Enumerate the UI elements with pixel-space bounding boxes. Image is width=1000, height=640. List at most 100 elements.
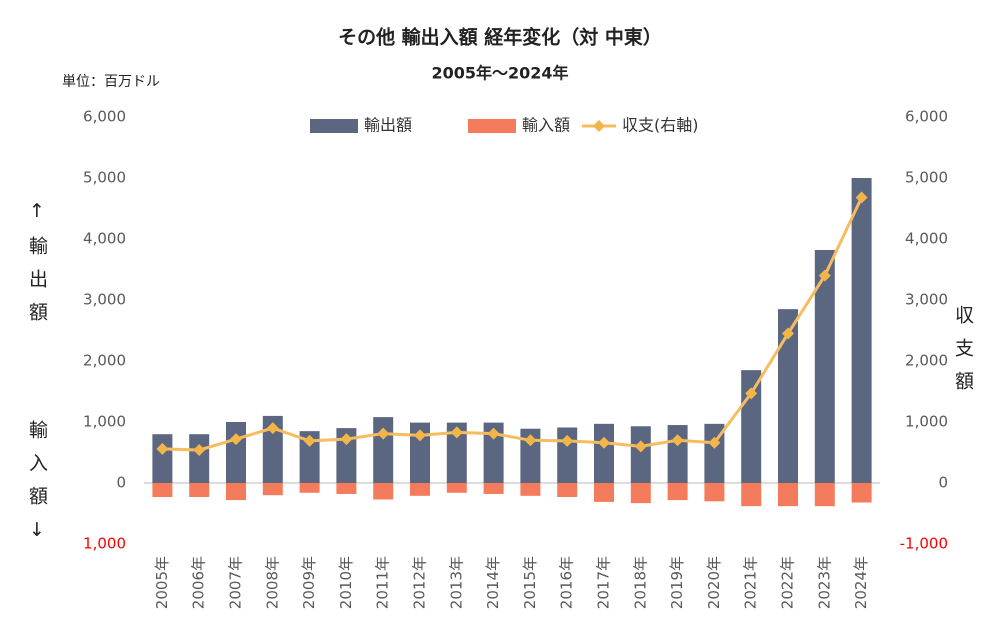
bar [226, 483, 246, 501]
bar [851, 178, 872, 483]
bar [373, 417, 394, 483]
x-tick-label: 2005年 [153, 556, 171, 609]
y-axis-label-top: ↑輸出額 [26, 200, 48, 335]
bar [741, 370, 762, 483]
x-tick-label: 2016年 [558, 556, 576, 609]
bar [299, 483, 320, 493]
bar [594, 423, 614, 483]
bar [483, 422, 504, 483]
bar [704, 483, 725, 502]
y2-tick-label: 6,000 [905, 108, 948, 126]
bar [226, 422, 246, 483]
bar [262, 415, 283, 483]
marker [266, 422, 279, 435]
bar [483, 483, 504, 494]
bar [189, 434, 210, 483]
x-tick-label: 2014年 [484, 556, 502, 609]
marker [524, 434, 537, 447]
y-tick-label: 4,000 [83, 230, 126, 248]
bar [851, 483, 872, 503]
bar [814, 483, 835, 507]
y2-tick-label: 0 [938, 474, 948, 492]
x-tick-label: 2007年 [227, 556, 245, 609]
bar [189, 483, 210, 498]
legend-label: 輸出額 [364, 116, 412, 135]
legend-swatch [310, 119, 358, 133]
chart-subtitle: 2005年～2024年 [431, 64, 568, 83]
x-tick-label: 2023年 [815, 556, 833, 609]
y-tick-label: 1,000 [83, 535, 126, 553]
bar [373, 483, 394, 500]
bar [778, 483, 798, 507]
bar [520, 428, 541, 483]
bar [520, 483, 541, 496]
marker [708, 436, 721, 449]
y2-axis-label: 収支額 [952, 305, 974, 404]
chart-title: その他 輸出入額 経年変化（対 中東） [338, 26, 662, 49]
marker [450, 426, 463, 439]
x-tick-label: 2021年 [742, 556, 760, 609]
y-tick-label: 2,000 [83, 352, 126, 370]
y-tick-label: 3,000 [83, 291, 126, 309]
bar [336, 428, 357, 483]
marker [855, 191, 868, 204]
marker [818, 269, 831, 282]
unit-label: 単位：百万ドル [62, 74, 160, 90]
y2-tick-label: -1,000 [900, 535, 948, 553]
marker [598, 436, 610, 449]
x-tick-label: 2009年 [300, 556, 318, 609]
bar [704, 423, 725, 483]
marker [634, 440, 647, 453]
y-axis-label-bottom: 輸入額↓ [26, 420, 48, 555]
y2-tick-label: 3,000 [905, 291, 948, 309]
bar [299, 431, 320, 483]
x-tick-label: 2019年 [668, 556, 686, 609]
x-tick-label: 2012年 [411, 556, 429, 609]
bar [630, 483, 651, 504]
bar [446, 483, 467, 493]
y2-tick-label: 5,000 [905, 169, 948, 187]
x-tick-label: 2008年 [263, 556, 281, 609]
legend-label: 輸入額 [522, 116, 570, 135]
bar [262, 483, 283, 496]
bar [410, 483, 430, 496]
y-tick-label: 6,000 [83, 108, 126, 126]
bar [152, 434, 173, 483]
marker [303, 434, 316, 447]
bar [410, 422, 430, 483]
x-tick-label: 2011年 [374, 556, 392, 609]
marker [414, 429, 426, 442]
x-tick-label: 2024年 [852, 556, 870, 609]
marker [561, 434, 574, 447]
legend-marker [593, 120, 605, 132]
x-tick-label: 2013年 [447, 556, 465, 609]
bar [814, 249, 835, 483]
y-tick-label: 5,000 [83, 169, 126, 187]
marker [230, 433, 242, 446]
x-tick-label: 2018年 [631, 556, 649, 609]
bar [630, 426, 651, 483]
marker [671, 434, 684, 447]
bar [594, 483, 614, 502]
x-tick-label: 2017年 [595, 556, 613, 609]
bar [741, 483, 762, 507]
marker [377, 427, 390, 440]
x-tick-label: 2010年 [337, 556, 355, 609]
legend-label: 収支(右軸) [622, 116, 699, 135]
marker [156, 442, 169, 455]
y2-tick-label: 4,000 [905, 230, 948, 248]
bar [667, 425, 688, 483]
bar [557, 483, 578, 498]
line [162, 196, 863, 452]
x-tick-label: 2015年 [521, 556, 539, 609]
bar [778, 309, 798, 483]
x-tick-label: 2022年 [779, 556, 797, 609]
bar [152, 483, 173, 498]
marker [487, 427, 500, 440]
marker [340, 433, 353, 446]
bar [336, 483, 357, 494]
y2-tick-label: 1,000 [905, 413, 948, 431]
x-tick-label: 2006年 [190, 556, 208, 609]
